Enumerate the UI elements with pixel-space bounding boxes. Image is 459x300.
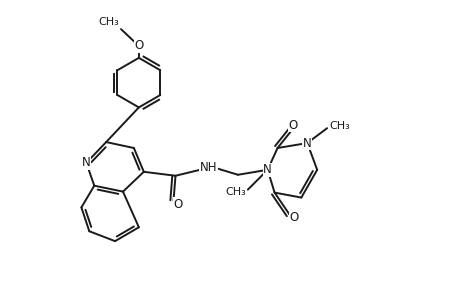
Text: O: O	[288, 119, 297, 132]
Text: O: O	[174, 198, 183, 211]
Text: CH₃: CH₃	[224, 187, 245, 196]
Text: CH₃: CH₃	[98, 17, 119, 27]
Text: N: N	[302, 136, 311, 150]
Text: CH₃: CH₃	[328, 121, 349, 131]
Text: N: N	[263, 163, 271, 176]
Text: NH: NH	[199, 161, 217, 174]
Text: N: N	[82, 156, 90, 170]
Text: O: O	[289, 211, 298, 224]
Text: O: O	[134, 40, 143, 52]
